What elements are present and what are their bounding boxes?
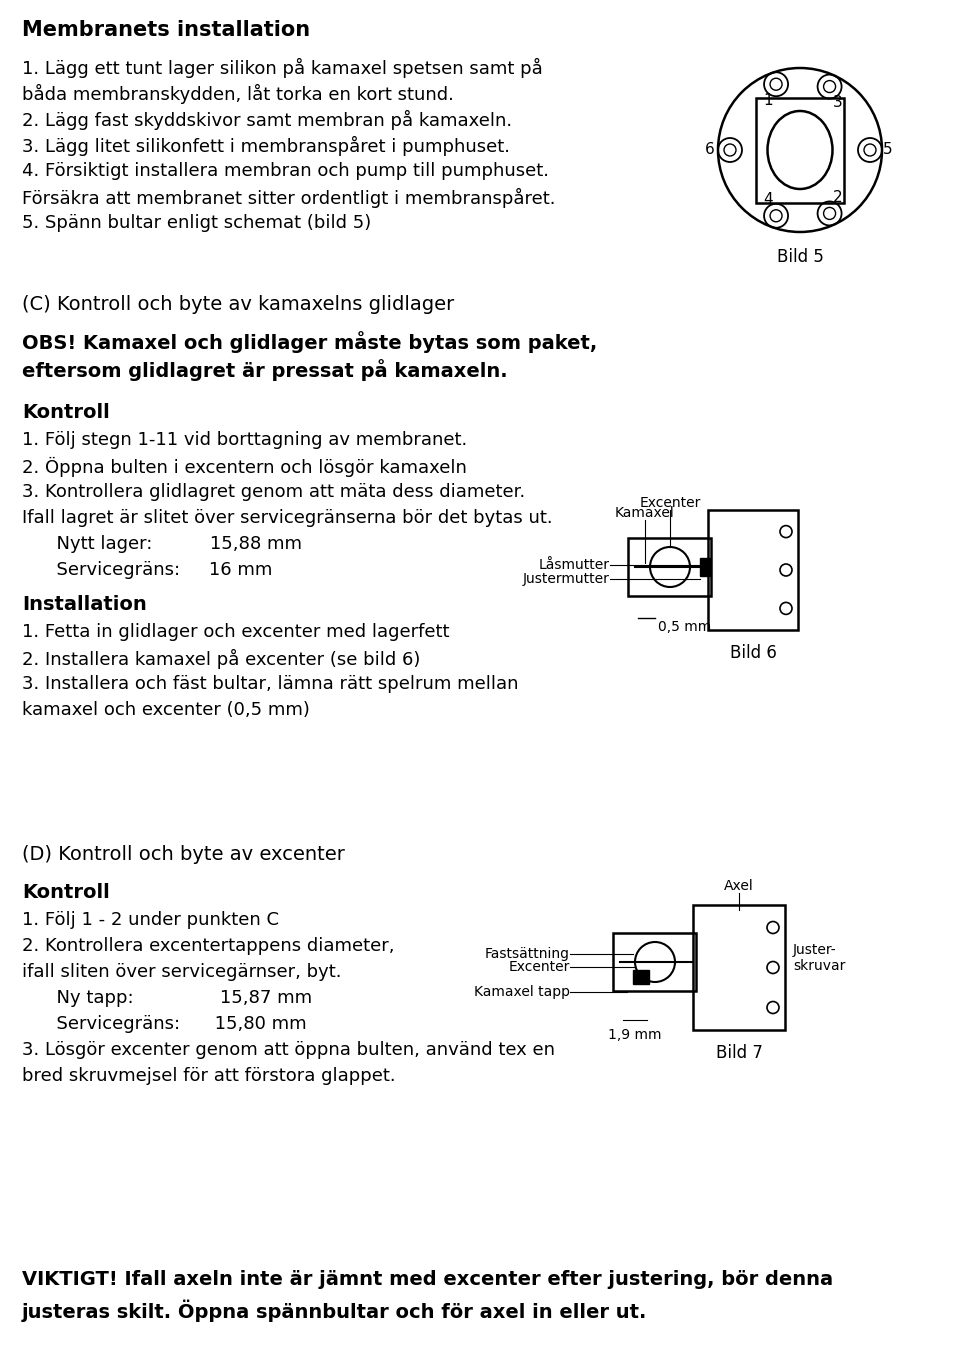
Text: 5. Spänn bultar enligt schemat (bild 5): 5. Spänn bultar enligt schemat (bild 5) [22, 215, 372, 232]
Text: (D) Kontroll och byte av excenter: (D) Kontroll och byte av excenter [22, 845, 345, 864]
Text: 2. Öppna bulten i excentern och lösgör kamaxeln: 2. Öppna bulten i excentern och lösgör k… [22, 458, 467, 477]
Bar [693, 904, 785, 1029]
Text: Servicegräns:     16 mm: Servicegräns: 16 mm [22, 561, 273, 579]
Text: justeras skilt. Öppna spännbultar och för axel in eller ut.: justeras skilt. Öppna spännbultar och fö… [22, 1300, 647, 1323]
Text: 4. Försiktigt installera membran och pump till pumphuset.: 4. Försiktigt installera membran och pum… [22, 162, 549, 181]
Text: Excenter: Excenter [509, 960, 570, 974]
Text: 2. Lägg fast skyddskivor samt membran på kamaxeln.: 2. Lägg fast skyddskivor samt membran på… [22, 110, 512, 130]
Text: Kontroll: Kontroll [22, 883, 109, 902]
Text: 0,5 mm: 0,5 mm [658, 621, 711, 634]
Text: Försäkra att membranet sitter ordentligt i membranspåret.: Försäkra att membranet sitter ordentligt… [22, 187, 556, 208]
Text: Låsmutter: Låsmutter [539, 558, 610, 572]
Text: 1. Fetta in glidlager och excenter med lagerfett: 1. Fetta in glidlager och excenter med l… [22, 623, 449, 641]
Text: Kamaxel: Kamaxel [615, 507, 675, 520]
Text: Juster-: Juster- [793, 942, 836, 957]
Bar [700, 558, 710, 576]
Text: OBS! Kamaxel och glidlager måste bytas som paket,: OBS! Kamaxel och glidlager måste bytas s… [22, 331, 597, 353]
Text: bred skruvmejsel för att förstora glappet.: bred skruvmejsel för att förstora glappe… [22, 1067, 396, 1085]
Text: Nytt lager:          15,88 mm: Nytt lager: 15,88 mm [22, 535, 302, 553]
Text: 4: 4 [763, 193, 773, 208]
Text: 2. Kontrollera excentertappens diameter,: 2. Kontrollera excentertappens diameter, [22, 937, 395, 955]
Text: Membranets installation: Membranets installation [22, 20, 310, 39]
Bar [613, 933, 696, 991]
Text: Bild 6: Bild 6 [730, 644, 777, 661]
Text: eftersom glidlagret är pressat på kamaxeln.: eftersom glidlagret är pressat på kamaxe… [22, 359, 508, 382]
Text: 3. Kontrollera glidlagret genom att mäta dess diameter.: 3. Kontrollera glidlagret genom att mäta… [22, 483, 525, 501]
Text: 6: 6 [706, 143, 715, 158]
Text: ifall sliten över servicegärnser, byt.: ifall sliten över servicegärnser, byt. [22, 963, 342, 980]
Text: Axel: Axel [724, 879, 754, 894]
Text: Ny tapp:               15,87 mm: Ny tapp: 15,87 mm [22, 989, 312, 1008]
Text: 1. Lägg ett tunt lager silikon på kamaxel spetsen samt på: 1. Lägg ett tunt lager silikon på kamaxe… [22, 58, 542, 77]
Text: 3. Lägg litet silikonfett i membranspåret i pumphuset.: 3. Lägg litet silikonfett i membranspåre… [22, 136, 510, 156]
Text: Kontroll: Kontroll [22, 403, 109, 422]
Bar [633, 970, 649, 985]
Text: 1. Följ 1 - 2 under punkten C: 1. Följ 1 - 2 under punkten C [22, 911, 279, 929]
Text: 3. Lösgör excenter genom att öppna bulten, använd tex en: 3. Lösgör excenter genom att öppna bulte… [22, 1042, 555, 1059]
Text: 1,9 mm: 1,9 mm [609, 1028, 661, 1042]
Text: 5: 5 [883, 143, 893, 158]
Text: Fastsättning: Fastsättning [485, 947, 570, 961]
Text: 3. Installera och fäst bultar, lämna rätt spelrum mellan: 3. Installera och fäst bultar, lämna rät… [22, 675, 518, 693]
Text: kamaxel och excenter (0,5 mm): kamaxel och excenter (0,5 mm) [22, 701, 310, 718]
Text: 1: 1 [763, 92, 773, 107]
Text: 2. Installera kamaxel på excenter (se bild 6): 2. Installera kamaxel på excenter (se bi… [22, 649, 420, 669]
Text: Bild 5: Bild 5 [777, 249, 824, 266]
Text: skruvar: skruvar [793, 959, 846, 972]
Text: båda membranskydden, låt torka en kort stund.: båda membranskydden, låt torka en kort s… [22, 84, 454, 105]
Text: Servicegräns:      15,80 mm: Servicegräns: 15,80 mm [22, 1014, 306, 1033]
Text: 3: 3 [832, 95, 843, 110]
Bar [756, 98, 844, 202]
Text: 2: 2 [832, 190, 842, 205]
Text: 1. Följ stegn 1-11 vid borttagning av membranet.: 1. Följ stegn 1-11 vid borttagning av me… [22, 430, 468, 449]
Text: Justermutter: Justermutter [523, 572, 610, 587]
Text: Bild 7: Bild 7 [715, 1044, 762, 1062]
Text: Kamaxel tapp: Kamaxel tapp [474, 985, 570, 999]
Text: VIKTIGT! Ifall axeln inte är jämnt med excenter efter justering, bör denna: VIKTIGT! Ifall axeln inte är jämnt med e… [22, 1270, 833, 1289]
Text: Excenter: Excenter [639, 496, 701, 511]
Text: Ifall lagret är slitet över servicegränserna bör det bytas ut.: Ifall lagret är slitet över servicegräns… [22, 509, 553, 527]
Text: Installation: Installation [22, 595, 147, 614]
Text: (C) Kontroll och byte av kamaxelns glidlager: (C) Kontroll och byte av kamaxelns glidl… [22, 295, 454, 314]
Bar [708, 511, 798, 630]
Bar [628, 538, 711, 596]
